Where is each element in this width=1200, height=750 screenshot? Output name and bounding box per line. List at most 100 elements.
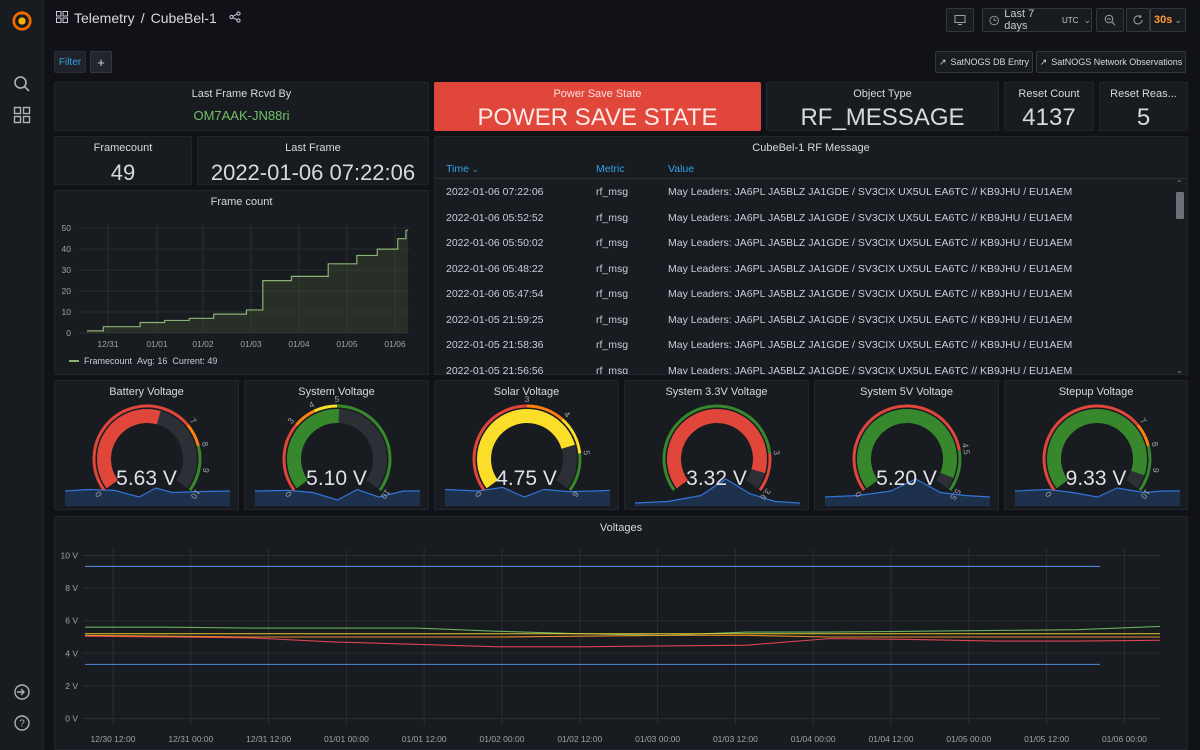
y-tick-label: 2 V (65, 681, 78, 691)
gauge-tick-label: 5 (581, 450, 591, 456)
gauge-value: 4.75 V (496, 467, 557, 490)
gauge-tick-label: 8 (200, 441, 211, 448)
gauge-value-arc (97, 409, 161, 489)
table-row[interactable]: 2022-01-05 21:59:25 rf_msg May Leaders: JA… (435, 307, 1173, 332)
cycle-view-button[interactable] (946, 8, 974, 32)
last-frame-value: 2022-01-06 07:22:06 (210, 160, 416, 185)
reset-count-panel: Reset Count 4137 (1004, 82, 1094, 131)
grafana-logo-icon[interactable] (10, 9, 34, 33)
table-row[interactable]: 2022-01-05 21:56:56 rf_msg May Leaders: JA… (435, 358, 1173, 375)
dashboard-title[interactable]: CubeBel-1 (150, 10, 217, 26)
threshold-band (758, 453, 772, 492)
panel-title: Object Type (853, 88, 912, 100)
threshold-band (948, 449, 962, 492)
x-tick-label: 01/05 12:00 (1024, 734, 1069, 744)
cell-value: May Leaders: JA6PL JA5BLZ JA1GDE / SV3CI… (668, 313, 1073, 326)
y-tick-label: 20 (62, 286, 72, 296)
cell-metric: rf_msg (596, 364, 629, 375)
table-row[interactable]: 2022-01-06 05:48:22 rf_msg May Leaders: JA… (435, 256, 1173, 281)
search-icon[interactable] (12, 74, 32, 94)
monitor-icon (954, 15, 966, 25)
legend-swatch (69, 360, 79, 362)
dashboards-icon[interactable] (12, 105, 32, 125)
zoom-out-button[interactable] (1096, 8, 1124, 32)
series-line-solar (85, 625, 1161, 636)
reset-reason-value: 5 (1136, 104, 1151, 131)
gauge-panel: Stepup Voltage 0 7 8 9 10 9.33 V (1004, 380, 1188, 510)
gauge-value: 5.10 V (306, 467, 367, 490)
x-tick-label: 01/01 12:00 (402, 734, 447, 744)
gauge-tick-label: 3 (771, 450, 781, 456)
threshold-band (526, 404, 564, 421)
y-tick-label: 6 V (65, 616, 78, 626)
panel-title: Reset Reas... (1110, 88, 1177, 100)
panel-title: Voltages (599, 522, 643, 534)
panel-title: System Voltage (298, 386, 375, 398)
series-line-system (84, 634, 1160, 638)
gauge-graphic: 33.6 (634, 404, 801, 506)
threshold-band (168, 409, 189, 427)
threshold-band (561, 418, 582, 454)
breadcrumb-folder[interactable]: Telemetry (74, 10, 135, 26)
panel-title: System 5V Voltage (860, 386, 953, 398)
gauge-tick-label: 4.5 (960, 442, 972, 456)
gauge-tick-label: 9 (201, 467, 212, 474)
reset-reason-panel: Reset Reas... 5 (1099, 82, 1188, 131)
column-header-metric[interactable]: Metric (596, 163, 625, 175)
refresh-interval-picker[interactable]: 30s ⌄ (1150, 8, 1186, 32)
panel-title: Last Frame (285, 142, 341, 154)
refresh-button[interactable] (1126, 8, 1150, 32)
filter-button[interactable]: Filter (54, 51, 86, 73)
cell-time: 2022-01-06 05:48:22 (446, 262, 544, 275)
x-tick-label: 01/03 (240, 339, 262, 349)
column-header-value[interactable]: Value (668, 163, 695, 175)
column-header-time[interactable]: Time ⌄ (446, 163, 479, 175)
top-navbar: Telemetry / CubeBel-1 Last 7 days UTC ⌄ … (44, 0, 1200, 40)
sparkline (254, 488, 420, 501)
sign-in-icon[interactable] (12, 682, 32, 702)
y-tick-label: 40 (62, 244, 72, 254)
add-filter-button[interactable]: + (90, 51, 112, 73)
scrollbar-thumb[interactable] (1176, 192, 1184, 219)
x-tick-label: 12/31 12:00 (246, 734, 291, 744)
table-row[interactable]: 2022-01-06 07:22:06 rf_msg May Leaders: JA… (435, 179, 1173, 204)
chevron-down-icon: ⌄ (1174, 14, 1182, 25)
cell-metric: rf_msg (596, 262, 629, 275)
threshold-band (1138, 445, 1152, 492)
satnogs-db-link[interactable]: ↗ SatNOGS DB Entry (935, 51, 1033, 73)
table-scrollbar[interactable]: ⌃ ⌄ (1174, 179, 1186, 375)
table-row[interactable]: 2022-01-06 05:47:54 rf_msg May Leaders: JA… (435, 281, 1173, 306)
table-row[interactable]: 2022-01-06 05:50:02 rf_msg May Leaders: JA… (435, 230, 1173, 255)
help-icon[interactable]: ? (12, 713, 32, 733)
x-tick-label: 01/02 12:00 (557, 734, 602, 744)
cell-time: 2022-01-05 21:56:56 (446, 364, 544, 375)
series-area (87, 230, 408, 333)
sparkline (64, 487, 231, 498)
panel-title: Reset Count (1018, 88, 1080, 100)
x-tick-label: 01/05 00:00 (946, 734, 991, 744)
gauge-panel: System 3.3V Voltage 3 3.6 3.32 V (624, 380, 809, 510)
table-row[interactable]: 2022-01-05 21:58:36 rf_msg May Leaders: JA… (435, 332, 1173, 357)
y-tick-label: 8 V (65, 583, 78, 593)
table-row[interactable]: 2022-01-06 05:52:52 rf_msg May Leaders: JA… (435, 205, 1173, 230)
share-icon[interactable] (229, 10, 241, 26)
time-range-picker[interactable]: Last 7 days UTC ⌄ (982, 8, 1092, 32)
object-type-panel: Object Type RF_MESSAGE (766, 82, 999, 131)
header-divider (435, 178, 1187, 179)
x-tick-label: 01/06 (384, 339, 406, 349)
cell-metric: rf_msg (596, 237, 629, 249)
sparkline (444, 486, 611, 498)
clock-icon (989, 15, 999, 25)
refresh-icon (1133, 14, 1143, 25)
gauge-value-arc (1047, 409, 1147, 489)
scroll-down-icon[interactable]: ⌄ (1176, 366, 1183, 375)
satnogs-network-link[interactable]: ↗ SatNOGS Network Observations (1036, 51, 1186, 73)
chevron-down-icon: ⌄ (1083, 14, 1091, 25)
x-tick-label: 01/01 (146, 339, 168, 349)
frame-count-chart-panel: Frame count 0 10 20 30 40 50 12/31 01/01 01/02 01… (54, 190, 429, 375)
gauge-tick-label: 6 (570, 489, 581, 499)
chart-legend[interactable]: Framecount Avg: 16 Current: 49 (69, 356, 217, 366)
scroll-up-icon[interactable]: ⌃ (1176, 179, 1183, 188)
gauge-value-arc (857, 409, 957, 489)
cell-time: 2022-01-06 05:47:54 (446, 288, 544, 300)
